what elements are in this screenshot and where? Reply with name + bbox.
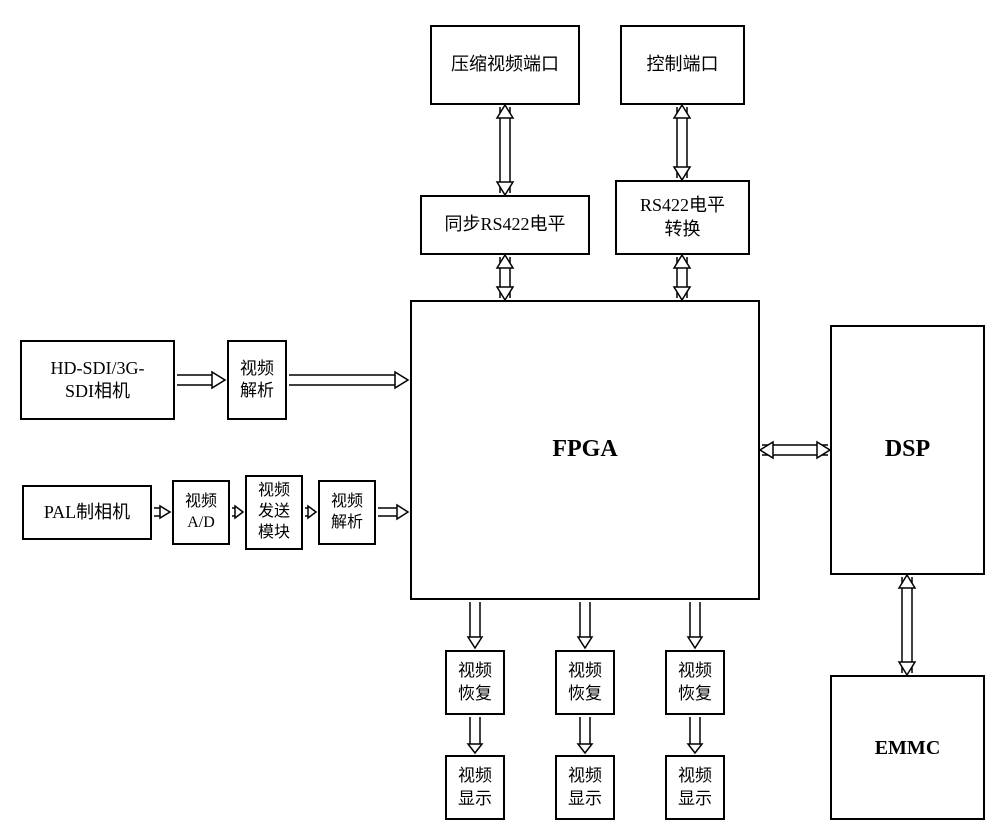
box-video-display-1: 视频 显示 — [445, 755, 505, 820]
box-video-send: 视频 发送 模块 — [245, 475, 303, 550]
arrow-cvp-sync — [497, 105, 513, 195]
label: PAL制相机 — [44, 501, 130, 524]
arrow-rs422-fpga — [674, 255, 690, 300]
arrow-parse1-fpga — [289, 372, 408, 388]
box-rs422-convert: RS422电平 转换 — [615, 180, 750, 255]
box-video-recover-2: 视频 恢复 — [555, 650, 615, 715]
box-video-recover-1: 视频 恢复 — [445, 650, 505, 715]
box-sync-rs422: 同步RS422电平 — [420, 195, 590, 255]
box-video-parse-1: 视频 解析 — [227, 340, 287, 420]
label: 视频 恢复 — [568, 660, 602, 704]
box-video-recover-3: 视频 恢复 — [665, 650, 725, 715]
arrow-recover1-display1 — [468, 717, 482, 753]
arrow-fpga-dsp — [760, 442, 830, 458]
label: 视频 解析 — [240, 358, 274, 402]
label: 控制端口 — [647, 53, 719, 76]
arrow-sync-fpga — [497, 255, 513, 300]
box-emmc: EMMC — [830, 675, 985, 820]
box-control-port: 控制端口 — [620, 25, 745, 105]
box-video-ad: 视频 A/D — [172, 480, 230, 545]
label: 同步RS422电平 — [444, 213, 565, 236]
label: 视频 解析 — [331, 492, 363, 534]
label: 视频 恢复 — [458, 660, 492, 704]
arrow-fpga-recover3 — [688, 602, 702, 648]
label: DSP — [885, 434, 930, 465]
label: 视频 显示 — [458, 765, 492, 809]
box-pal-camera: PAL制相机 — [22, 485, 152, 540]
arrow-recover3-display3 — [688, 717, 702, 753]
box-video-display-2: 视频 显示 — [555, 755, 615, 820]
box-compressed-video-port: 压缩视频端口 — [430, 25, 580, 105]
arrow-pal-ad — [154, 506, 170, 518]
arrow-send-parse2 — [305, 506, 316, 518]
arrow-parse2-fpga — [378, 505, 408, 519]
label: FPGA — [552, 434, 617, 465]
box-video-parse-2: 视频 解析 — [318, 480, 376, 545]
label: 视频 发送 模块 — [258, 481, 290, 543]
diagram-canvas: 压缩视频端口 控制端口 同步RS422电平 RS422电平 转换 HD-SDI/… — [0, 0, 1000, 837]
box-fpga: FPGA — [410, 300, 760, 600]
arrow-hdsdi-parse — [177, 372, 225, 388]
arrow-recover2-display2 — [578, 717, 592, 753]
label: 视频 A/D — [185, 492, 217, 534]
label: EMMC — [875, 735, 941, 761]
box-dsp: DSP — [830, 325, 985, 575]
arrow-fpga-recover2 — [578, 602, 592, 648]
box-video-display-3: 视频 显示 — [665, 755, 725, 820]
arrow-dsp-emmc — [899, 575, 915, 675]
label: RS422电平 转换 — [640, 194, 725, 241]
arrow-fpga-recover1 — [468, 602, 482, 648]
label: 视频 显示 — [568, 765, 602, 809]
arrow-ctrl-rs422 — [674, 105, 690, 180]
label: 视频 显示 — [678, 765, 712, 809]
label: 视频 恢复 — [678, 660, 712, 704]
label: 压缩视频端口 — [451, 53, 559, 76]
arrow-ad-send — [232, 506, 243, 518]
box-hd-sdi-camera: HD-SDI/3G- SDI相机 — [20, 340, 175, 420]
label: HD-SDI/3G- SDI相机 — [51, 357, 145, 404]
